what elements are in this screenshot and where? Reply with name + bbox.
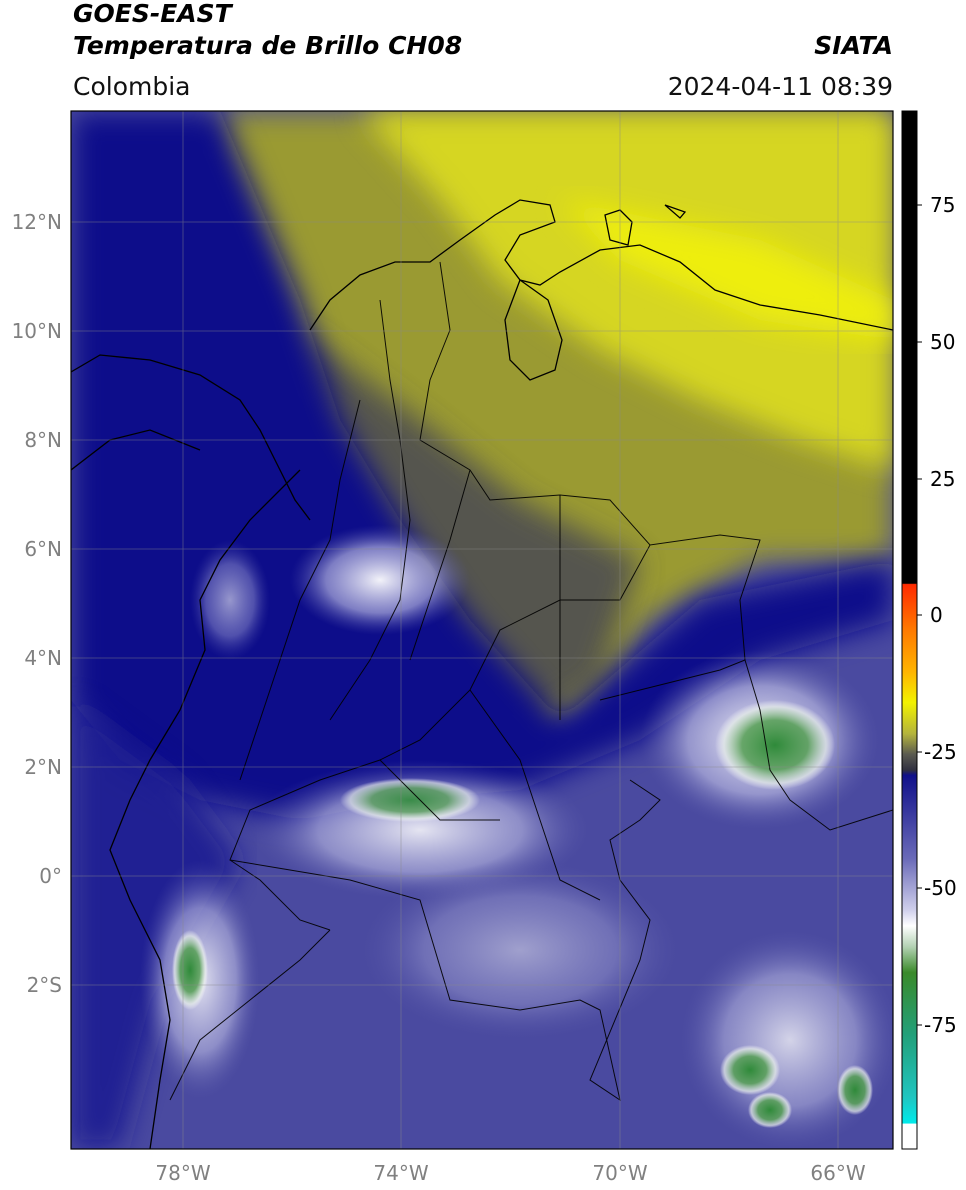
colorbar-ticks bbox=[917, 204, 922, 1026]
lon-tick-70w: 70°W bbox=[592, 1161, 647, 1185]
lat-tick-2n: 2°N bbox=[24, 755, 62, 779]
core-southeast-1 bbox=[720, 1045, 780, 1095]
navy-band bbox=[71, 111, 893, 820]
coastlines bbox=[71, 199, 893, 1149]
core-ecuador bbox=[172, 930, 208, 1010]
lat-tick-0: 0° bbox=[39, 864, 62, 888]
lat-tick-10n: 10°N bbox=[12, 319, 62, 343]
cloud-central-south bbox=[360, 860, 680, 1040]
datetime-label: 2024-04-11 08:39 bbox=[667, 72, 893, 101]
core-vichada bbox=[715, 700, 835, 790]
colorbar-tick-50: 50 bbox=[930, 330, 955, 354]
bright-warm-region bbox=[360, 111, 893, 470]
product-title: Temperatura de Brillo CH08 bbox=[73, 31, 463, 60]
satellite-title: GOES-EAST bbox=[73, 0, 232, 28]
lat-tick-12n: 12°N bbox=[12, 210, 62, 234]
colorbar-tick-minus25: -25 bbox=[924, 740, 957, 764]
colorbar-tick-minus50: -50 bbox=[924, 876, 957, 900]
core-southeast-3 bbox=[837, 1065, 873, 1115]
transition-region bbox=[290, 330, 640, 730]
agency-label: SIATA bbox=[814, 31, 893, 60]
lon-tick-74w: 74°W bbox=[373, 1161, 428, 1185]
cloud-antioquia bbox=[290, 525, 470, 635]
colorbar-tick-0: 0 bbox=[930, 603, 943, 627]
cloud-choco bbox=[190, 540, 270, 660]
colorbar-tick-minus75: -75 bbox=[924, 1013, 957, 1037]
colorbar-tick-75: 75 bbox=[930, 193, 955, 217]
lat-tick-8n: 8°N bbox=[24, 428, 62, 452]
core-southeast-2 bbox=[748, 1092, 792, 1128]
core-south-band bbox=[340, 778, 480, 822]
map-frame bbox=[70, 110, 894, 1150]
political-borders bbox=[169, 261, 893, 1102]
lon-tick-78w: 78°W bbox=[155, 1161, 210, 1185]
lat-tick-4n: 4°N bbox=[24, 646, 62, 670]
lat-tick-2s: 2°S bbox=[27, 973, 62, 997]
lat-tick-6n: 6°N bbox=[24, 537, 62, 561]
region-label: Colombia bbox=[73, 72, 191, 101]
lon-tick-66w: 66°W bbox=[810, 1161, 865, 1185]
colorbar bbox=[901, 110, 918, 1150]
colorbar-tick-25: 25 bbox=[930, 467, 955, 491]
hot-band bbox=[560, 200, 893, 340]
graticule bbox=[71, 111, 893, 1149]
